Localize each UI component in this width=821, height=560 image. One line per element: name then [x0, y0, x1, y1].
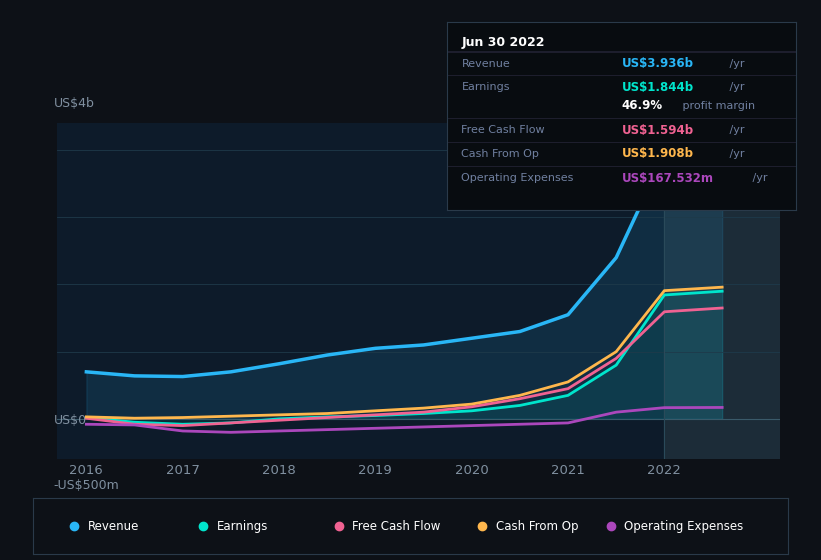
Text: Cash From Op: Cash From Op [461, 149, 539, 158]
Text: profit margin: profit margin [680, 101, 755, 111]
Text: Free Cash Flow: Free Cash Flow [352, 520, 441, 533]
Text: US$3.936b: US$3.936b [622, 57, 694, 70]
Text: US$167.532m: US$167.532m [622, 171, 714, 185]
Text: Cash From Op: Cash From Op [496, 520, 578, 533]
Text: -US$500m: -US$500m [54, 479, 120, 492]
Bar [664, 123, 780, 459]
Text: Earnings: Earnings [461, 82, 510, 92]
Text: Earnings: Earnings [217, 520, 268, 533]
Text: Revenue: Revenue [88, 520, 140, 533]
Text: US$1.594b: US$1.594b [622, 124, 694, 137]
Text: US$4b: US$4b [54, 97, 94, 110]
Text: Revenue: Revenue [461, 59, 510, 69]
Text: Operating Expenses: Operating Expenses [461, 173, 574, 183]
Text: /yr: /yr [726, 82, 744, 92]
Text: /yr: /yr [726, 125, 744, 136]
Text: US$1.908b: US$1.908b [622, 147, 694, 160]
Text: Jun 30 2022: Jun 30 2022 [461, 35, 545, 49]
Text: 46.9%: 46.9% [622, 99, 663, 113]
Text: Free Cash Flow: Free Cash Flow [461, 125, 545, 136]
Text: Operating Expenses: Operating Expenses [624, 520, 744, 533]
Text: /yr: /yr [749, 173, 767, 183]
Text: US$0: US$0 [54, 414, 87, 427]
Text: /yr: /yr [726, 59, 744, 69]
Text: /yr: /yr [726, 149, 744, 158]
Text: US$1.844b: US$1.844b [622, 81, 694, 94]
